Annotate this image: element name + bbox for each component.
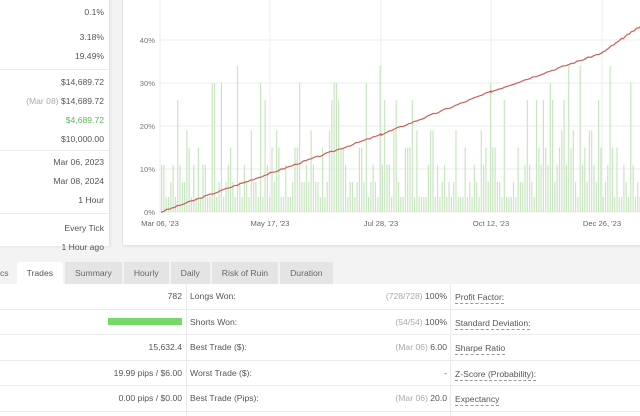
table-row: 0.00 pips / $0.00 Best Trade (Pips): (Mar …	[0, 386, 640, 412]
table-row: 19.99 pips / $6.00 Worst Trade ($): - Z-Sco…	[0, 361, 640, 386]
x-axis-tick: Jul 28, '23	[364, 219, 398, 228]
progress-bar	[108, 317, 182, 325]
growth-line	[160, 25, 640, 213]
y-axis-tick: 0%	[144, 208, 155, 217]
stat-value: 0.1%	[84, 7, 104, 17]
stat-value: 3.18%	[79, 32, 104, 42]
metric-tooltip-label[interactable]: Expectancy	[455, 394, 500, 406]
y-axis-tick: 10%	[140, 165, 155, 174]
tab-risk-of-ruin[interactable]: Risk of Ruin	[211, 262, 279, 284]
timeframe: 1 Hour	[78, 195, 104, 205]
value-cell: (Mar 06) 6.00	[395, 342, 447, 352]
growth-chart-panel: 0% 10% 20% 30% 40% Mar 06, '23 May 17, '23 Jul …	[122, 0, 640, 246]
value-cell: (728/728) 100%	[385, 291, 447, 301]
muted-detail: (Mar 06)	[395, 342, 428, 352]
stats-tabs: cs Trades Summary Hourly Daily Risk of Ruin Du…	[0, 262, 640, 284]
table-row: 782 Longs Won: (728/728) 100% Profit Factor…	[0, 284, 640, 310]
label-cell: Best Trade ($):	[190, 342, 247, 352]
metric-tooltip-label[interactable]: Sharpe Ratio	[455, 343, 506, 355]
deposit-value: $10,000.00	[60, 134, 104, 144]
stats-group-balance: $14,689.72 (Mar 08) $14,689.72 $4,689.72…	[0, 70, 109, 151]
stats-group-model: Every Tick 1 Hour ago	[0, 214, 109, 257]
growth-chart[interactable]: 0% 10% 20% 30% 40% Mar 06, '23 May 17, '23 Jul …	[123, 0, 640, 247]
value-cell: -	[444, 367, 447, 378]
y-axis-tick: 40%	[140, 36, 155, 45]
muted-detail: (54/54)	[395, 316, 423, 327]
x-axis-tick: Oct 12, '23	[473, 219, 510, 228]
tab-duration[interactable]: Duration	[280, 262, 333, 284]
column-divider	[186, 284, 187, 416]
trades-stats-table: 782 Longs Won: (728/728) 100% Profit Factor…	[0, 284, 640, 416]
y-axis-tick: 20%	[140, 122, 155, 131]
label-cell: Best Trade (Pips):	[190, 393, 259, 403]
tab-hourly[interactable]: Hourly	[123, 262, 169, 284]
metric-tooltip-label[interactable]: Profit Factor:	[455, 292, 505, 304]
equity-peak-value: (Mar 08) $14,689.72	[26, 96, 104, 106]
metric-tooltip-label[interactable]: Z-Score (Probability):	[455, 368, 537, 381]
value-cell: 19.99 pips / $6.00	[113, 367, 182, 378]
table-row: 15,632.4 Best Trade ($): (Mar 06) 6.00 Shar…	[0, 335, 640, 361]
x-axis-tick: May 17, '23	[250, 219, 289, 228]
table-row: Shorts Won: (54/54) 100% Standard Deviatio…	[0, 310, 640, 335]
start-date: Mar 06, 2023	[53, 157, 104, 167]
tab-summary[interactable]: Summary	[65, 262, 122, 284]
tab-daily[interactable]: Daily	[170, 262, 210, 284]
muted-detail: (Mar 06)	[395, 393, 428, 403]
value-cell: 0.00 pips / $0.00	[118, 393, 182, 403]
account-stats-panel: 0.1% 3.18% 19.49% $14,689.72 (Mar 08) $1…	[0, 0, 110, 252]
tab-cs[interactable]: cs	[0, 268, 9, 278]
tab-trades[interactable]: Trades	[16, 262, 64, 284]
column-divider	[450, 284, 451, 416]
label-cell: Worst Trade ($):	[190, 367, 252, 378]
profit-value: $4,689.72	[65, 115, 104, 125]
metric-tooltip-label[interactable]: Standard Deviation:	[455, 317, 531, 330]
value-cell: 15,632.4	[148, 342, 182, 352]
label-cell: Shorts Won:	[190, 316, 238, 327]
x-axis-tick: Dec 26, '23	[583, 219, 621, 228]
end-date: Mar 08, 2024	[53, 176, 104, 186]
value-cell: (54/54) 100%	[395, 316, 447, 327]
y-axis-tick: 30%	[140, 79, 155, 88]
model-value: Every Tick	[64, 223, 104, 233]
value-cell: (Mar 06) 20.0	[395, 393, 447, 403]
updated-value: 1 Hour ago	[61, 242, 104, 252]
value-cell: 782	[167, 291, 182, 301]
x-axis-tick: Mar 06, '23	[141, 219, 179, 228]
daily-bars	[161, 65, 640, 212]
date-label: (Mar 08)	[26, 96, 59, 106]
stat-value: 19.49%	[74, 51, 104, 61]
balance-value: $14,689.72	[60, 77, 104, 87]
muted-detail: (728/728)	[385, 291, 423, 301]
label-cell: Longs Won:	[190, 291, 236, 301]
stats-group-percent: 0.1% 3.18% 19.49%	[0, 0, 109, 70]
stats-group-dates: Mar 06, 2023 Mar 08, 2024 1 Hour	[0, 151, 109, 214]
